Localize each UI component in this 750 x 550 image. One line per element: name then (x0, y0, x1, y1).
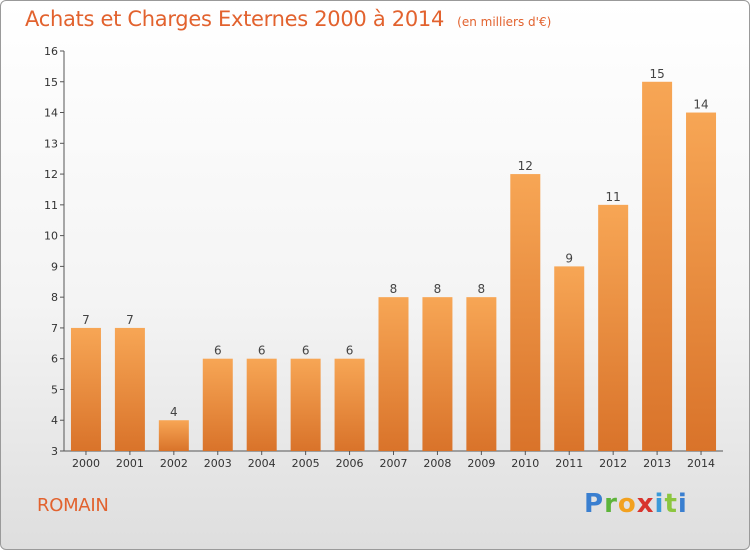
x-tick-label: 2007 (380, 457, 408, 470)
x-tick-label: 2011 (555, 457, 583, 470)
x-tick-label: 2006 (336, 457, 364, 470)
bar-value-label: 6 (214, 344, 222, 358)
y-tick-label: 5 (51, 383, 58, 396)
bar (466, 297, 497, 451)
bar (70, 327, 101, 451)
bar-value-label: 6 (302, 344, 310, 358)
x-tick-label: 2012 (599, 457, 627, 470)
bar-value-label: 7 (82, 313, 90, 327)
logo-letter: o (617, 489, 637, 519)
logo-letter: P (584, 489, 605, 519)
bar-value-label: 9 (565, 251, 573, 265)
bar (642, 81, 673, 452)
bar (246, 358, 277, 451)
y-tick-label: 11 (44, 199, 58, 212)
logo-letter: r (604, 489, 618, 519)
x-tick-label: 2003 (204, 457, 232, 470)
x-tick-label: 2014 (687, 457, 715, 470)
bar (202, 358, 233, 451)
y-tick-label: 14 (44, 107, 58, 120)
bar (158, 420, 189, 451)
bar (554, 266, 585, 451)
bar-value-label: 6 (258, 344, 266, 358)
bar (114, 327, 145, 451)
x-tick-label: 2009 (467, 457, 495, 470)
y-tick-label: 9 (51, 260, 58, 273)
y-tick-label: 10 (44, 230, 58, 243)
commune-name: ROMAIN (37, 495, 109, 516)
bar-value-label: 15 (649, 67, 664, 81)
bar-value-label: 8 (478, 282, 486, 296)
logo-letter: i (677, 489, 688, 519)
chart-title: Achats et Charges Externes 2000 à 2014 (25, 7, 445, 31)
bar-value-label: 6 (346, 344, 354, 358)
y-tick-label: 3 (51, 445, 58, 458)
logo-letter: x (636, 489, 655, 519)
bar (686, 112, 717, 452)
chart-subtitle: (en milliers d'€) (457, 15, 552, 29)
bar-value-label: 12 (518, 159, 533, 173)
bar (334, 358, 365, 451)
y-tick-label: 12 (44, 168, 58, 181)
x-tick-label: 2000 (72, 457, 100, 470)
bar (378, 297, 409, 451)
x-tick-label: 2001 (116, 457, 144, 470)
x-tick-label: 2010 (511, 457, 539, 470)
y-tick-label: 16 (44, 45, 58, 58)
proxiti-logo: Proxiti (584, 489, 688, 519)
x-tick-label: 2002 (160, 457, 188, 470)
y-tick-label: 7 (51, 322, 58, 335)
y-tick-label: 4 (51, 414, 58, 427)
y-tick-label: 13 (44, 137, 58, 150)
bar-value-label: 8 (434, 282, 442, 296)
bar (598, 204, 629, 451)
logo-letter: i (654, 489, 665, 519)
logo-letter: t (664, 489, 678, 519)
x-tick-label: 2013 (643, 457, 671, 470)
x-tick-label: 2004 (248, 457, 276, 470)
bar (422, 297, 453, 451)
y-tick-label: 8 (51, 291, 58, 304)
bar-value-label: 14 (693, 98, 708, 112)
bar (290, 358, 321, 451)
x-tick-label: 2005 (292, 457, 320, 470)
bar-value-label: 11 (606, 190, 621, 204)
y-tick-label: 6 (51, 353, 58, 366)
bar-value-label: 4 (170, 405, 178, 419)
bar-value-label: 8 (390, 282, 398, 296)
title-block: Achats et Charges Externes 2000 à 2014 (… (25, 7, 551, 31)
x-tick-label: 2008 (423, 457, 451, 470)
bar (510, 174, 541, 452)
y-tick-label: 15 (44, 76, 58, 89)
bar-value-label: 7 (126, 313, 134, 327)
